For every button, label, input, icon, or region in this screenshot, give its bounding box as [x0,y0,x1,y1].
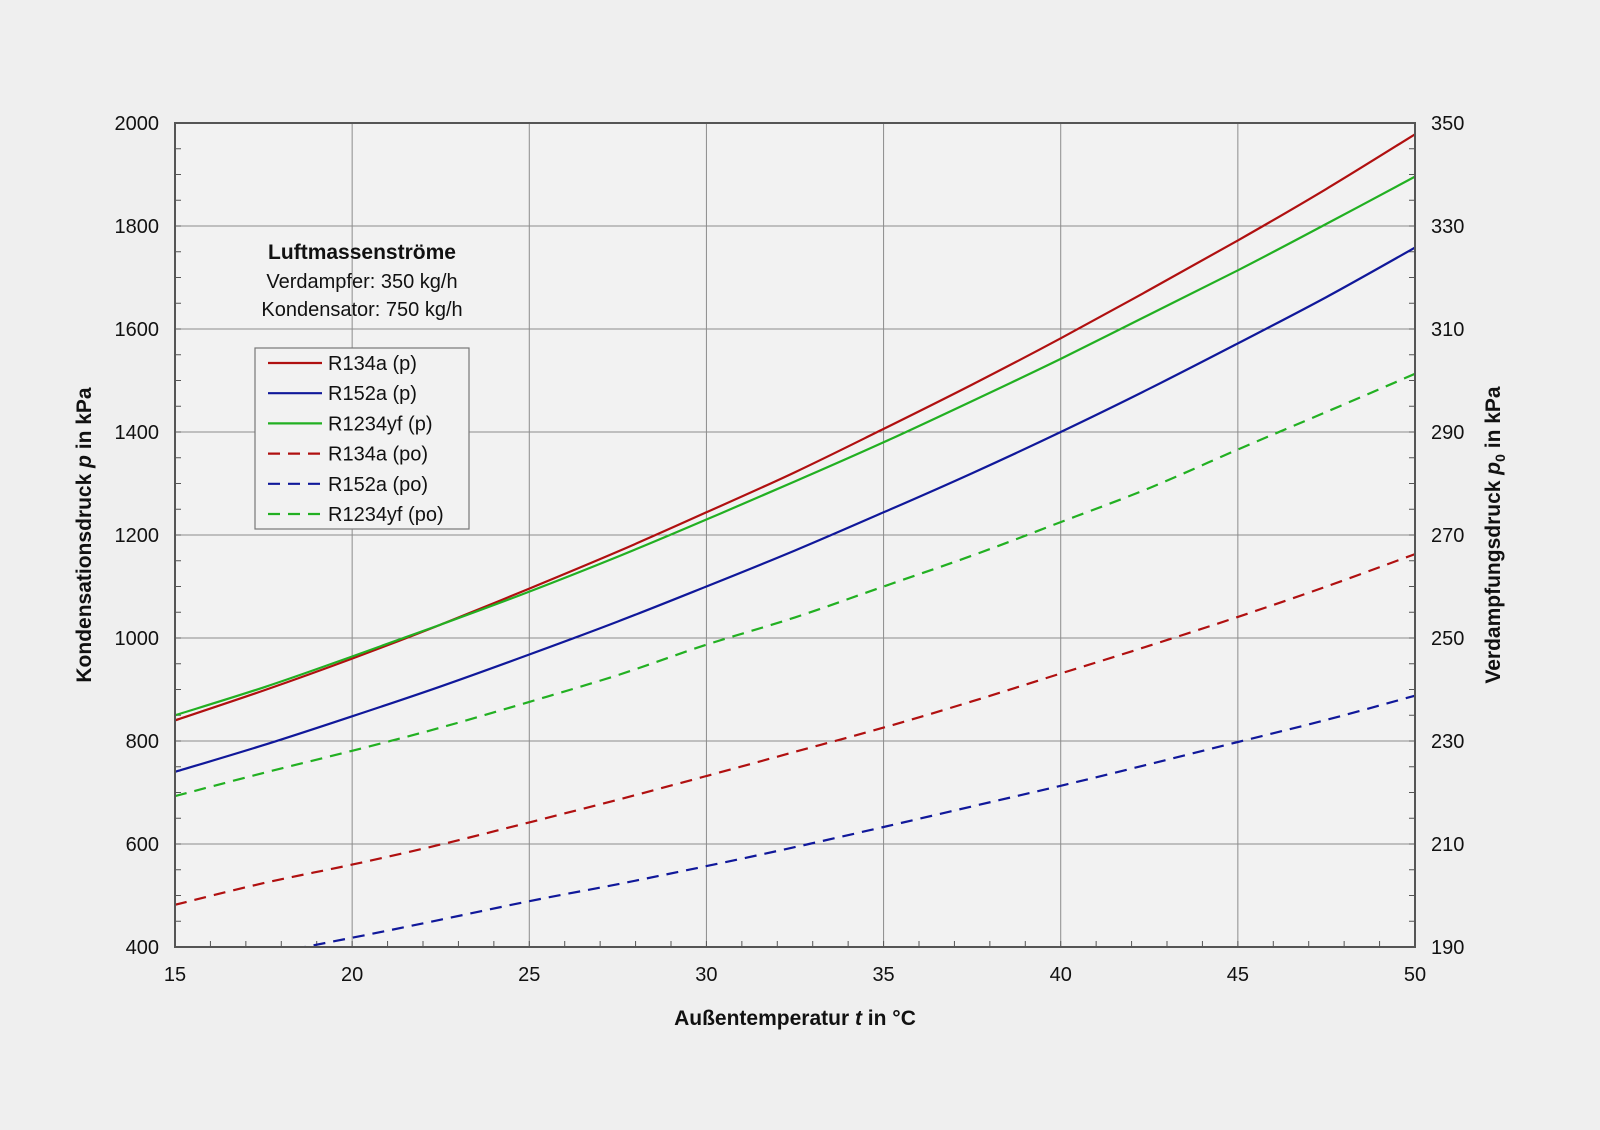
y-tick-label: 800 [126,731,159,753]
y2-tick-label: 230 [1431,731,1464,753]
y-tick-label: 2000 [115,113,160,135]
y-tick-label: 1800 [115,216,160,238]
y2-tick-label: 270 [1431,525,1464,547]
legend-box [254,347,470,530]
legend-label: R1234yf (po) [328,504,444,526]
y-tick-labels: 400 600 800 1000 1200 1400 1600 1800 2000 [115,113,160,959]
annotation-line: Verdampfer: 350 kg/h [266,271,457,293]
legend-label: R1234yf (p) [328,413,433,435]
y2-tick-label: 190 [1431,937,1464,959]
x-tick-label: 15 [164,964,186,986]
series-line [175,246,1415,773]
y-tick-label: 600 [126,834,159,856]
y2-tick-label: 290 [1431,422,1464,444]
legend-label: R134a (po) [328,444,428,466]
annotation: Luftmassenströme Verdampfer: 350 kg/h Ko… [261,241,462,321]
y2-tick-label: 350 [1431,113,1464,135]
y-axis-label: Kondensationsdruck p in kPa [73,387,96,683]
annotation-line: Kondensator: 750 kg/h [261,299,462,321]
y2-tick-label: 330 [1431,216,1464,238]
x-tick-label: 45 [1227,964,1249,986]
y2-tick-label: 310 [1431,319,1464,341]
series-line [175,175,1415,717]
y2-axis-label: Verdampfungsdruck p0 in kPa [1482,386,1508,684]
x-tick-labels: 15 20 25 30 35 40 45 50 [164,964,1426,986]
legend-label: R152a (po) [328,474,428,496]
series-lines [175,133,1415,947]
x-tick-label: 30 [695,964,717,986]
legend-label: R134a (p) [328,353,417,375]
y2-tick-label: 250 [1431,628,1464,650]
x-tick-label: 35 [872,964,894,986]
legend: R134a (p) R152a (p) R1234yf (p) R134a (po) R… [254,347,470,530]
y-tick-label: 400 [126,937,159,959]
y-tick-label: 1600 [115,319,160,341]
y-tick-label: 1400 [115,422,160,444]
series-line [175,553,1415,906]
x-tick-label: 20 [341,964,363,986]
series-line [175,133,1415,722]
y-tick-label: 1200 [115,525,160,547]
legend-label: R152a (p) [328,383,417,405]
x-tick-label: 50 [1404,964,1426,986]
plot-frame [174,122,1416,948]
y2-tick-label: 210 [1431,834,1464,856]
series-line [298,694,1415,947]
x-tick-label: 40 [1050,964,1072,986]
y2-tick-labels: 190 210 230 250 270 290 310 330 350 [1431,113,1464,959]
annotation-title: Luftmassenströme [268,241,456,264]
series-line [175,372,1415,798]
y-tick-label: 1000 [115,628,160,650]
x-axis-label: Außentemperatur t in °C [674,1007,916,1030]
x-tick-label: 25 [518,964,540,986]
